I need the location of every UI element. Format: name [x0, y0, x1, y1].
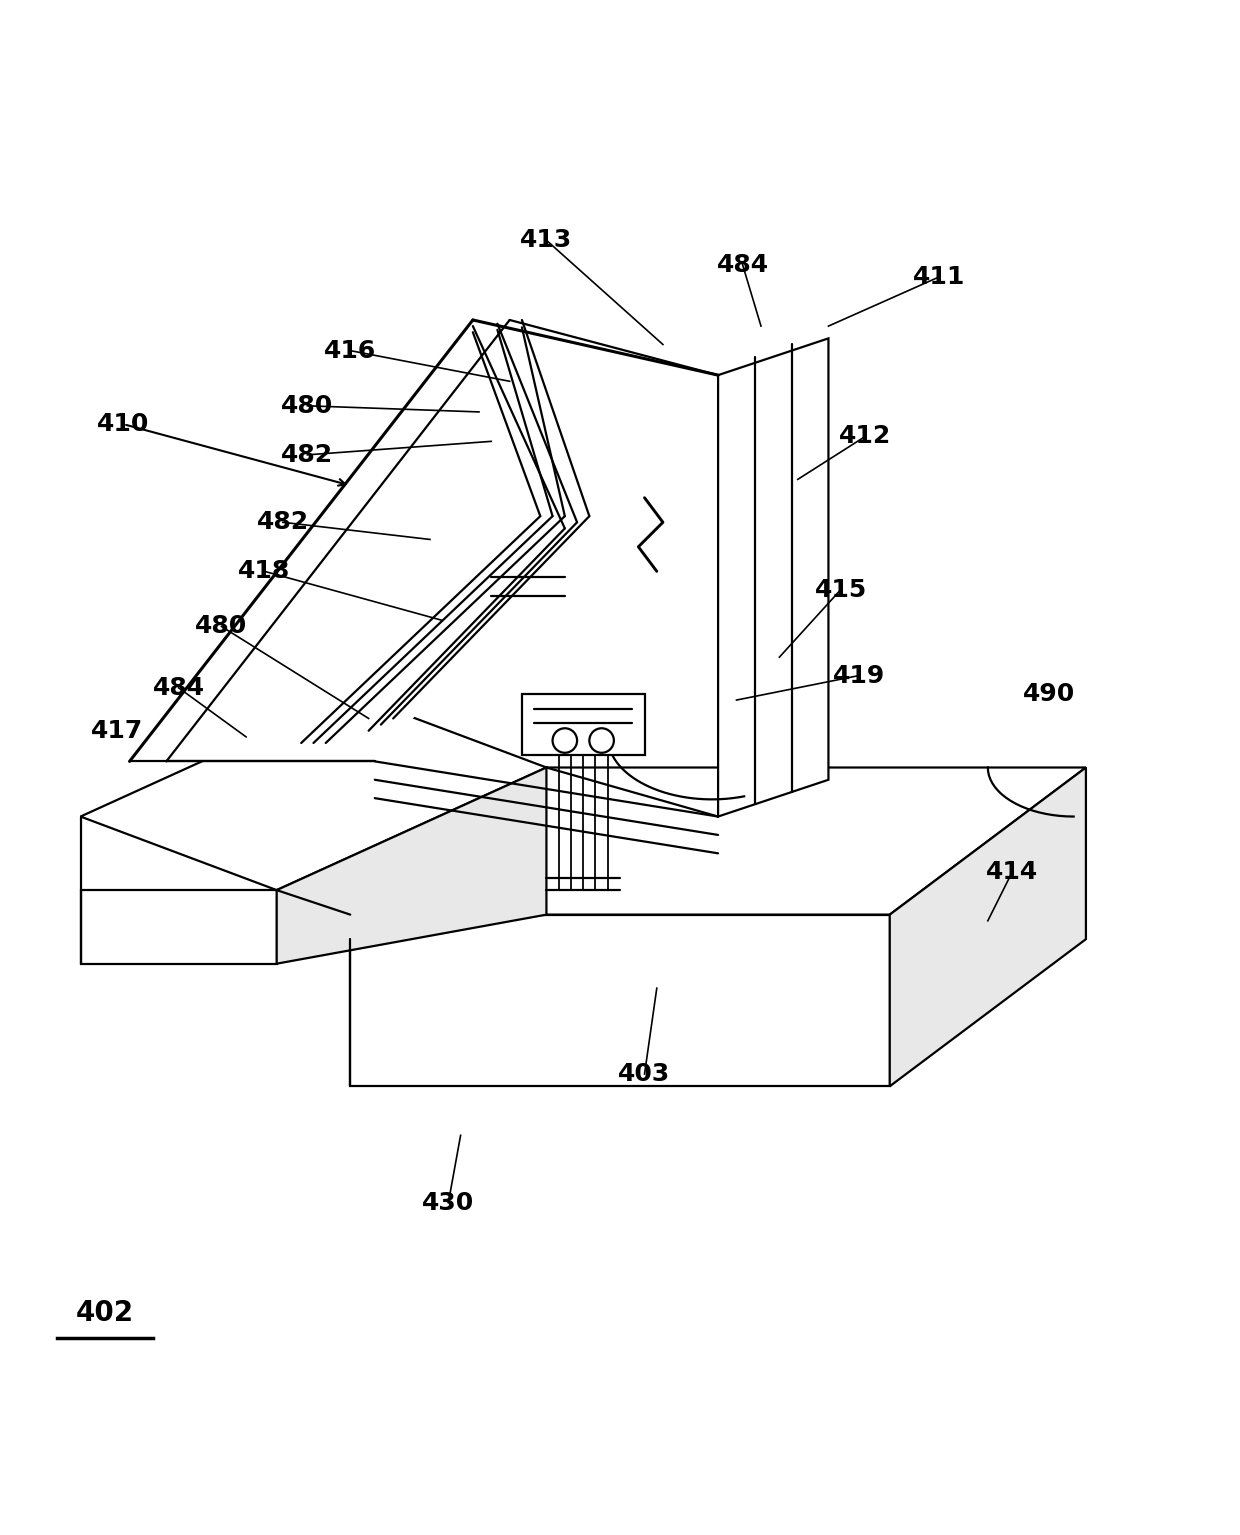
Text: 480: 480 [196, 614, 248, 639]
Text: 419: 419 [833, 663, 885, 688]
Text: 412: 412 [839, 425, 892, 448]
Text: 418: 418 [238, 559, 290, 583]
Polygon shape [522, 694, 645, 755]
Polygon shape [350, 915, 890, 1087]
Polygon shape [890, 768, 1086, 1087]
Text: 414: 414 [986, 860, 1038, 884]
Text: 413: 413 [521, 229, 573, 252]
Text: 490: 490 [1023, 682, 1075, 706]
Text: 484: 484 [717, 253, 769, 276]
Text: 411: 411 [913, 266, 965, 289]
Text: 402: 402 [76, 1299, 134, 1328]
Text: 416: 416 [324, 339, 377, 362]
Text: 415: 415 [815, 577, 867, 602]
Polygon shape [129, 319, 718, 761]
Text: 403: 403 [619, 1062, 671, 1087]
Polygon shape [718, 338, 828, 817]
Text: 482: 482 [257, 510, 309, 534]
Polygon shape [350, 768, 1086, 915]
Text: 480: 480 [281, 394, 334, 418]
Polygon shape [277, 768, 547, 964]
Polygon shape [81, 890, 277, 964]
Text: 482: 482 [281, 442, 334, 467]
Text: 417: 417 [92, 718, 144, 743]
Polygon shape [81, 694, 547, 890]
Text: 484: 484 [153, 675, 205, 700]
Text: 430: 430 [422, 1191, 475, 1214]
Text: 410: 410 [97, 413, 150, 436]
